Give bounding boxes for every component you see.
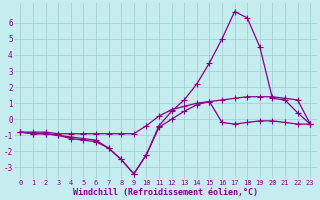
- X-axis label: Windchill (Refroidissement éolien,°C): Windchill (Refroidissement éolien,°C): [73, 188, 258, 197]
